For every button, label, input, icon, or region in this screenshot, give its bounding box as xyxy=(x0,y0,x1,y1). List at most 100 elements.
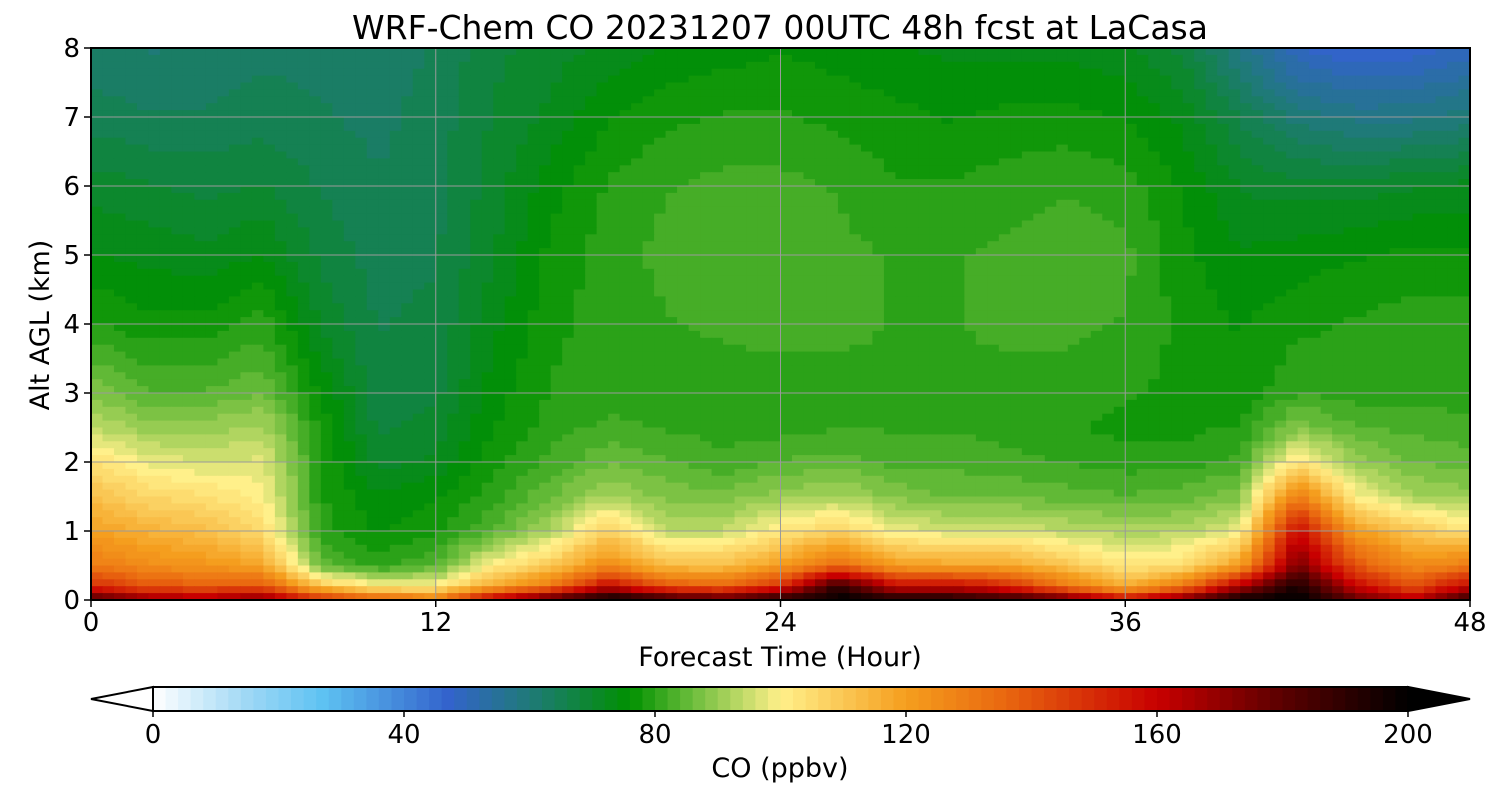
field-cell xyxy=(550,282,563,291)
field-cell xyxy=(1274,220,1287,228)
field-cell xyxy=(355,248,368,256)
field-cell xyxy=(1458,186,1471,194)
field-cell xyxy=(113,220,127,228)
field-cell xyxy=(895,68,908,77)
field-cell xyxy=(1458,48,1471,56)
field-cell xyxy=(1044,303,1057,311)
field-cell xyxy=(527,61,540,70)
field-cell xyxy=(1458,213,1471,222)
field-cell xyxy=(355,165,368,173)
field-cell xyxy=(401,158,414,166)
field-cell xyxy=(125,54,138,63)
field-cell xyxy=(1159,82,1172,90)
field-cell xyxy=(470,123,483,132)
field-cell xyxy=(1343,303,1356,311)
field-cell xyxy=(849,317,862,325)
field-cell xyxy=(1412,241,1425,249)
field-cell xyxy=(435,227,448,235)
field-cell xyxy=(240,68,253,77)
field-cell xyxy=(102,282,115,291)
field-cell xyxy=(1067,199,1080,208)
field-cell xyxy=(1309,82,1322,90)
field-cell xyxy=(1228,110,1241,118)
field-cell xyxy=(1194,275,1207,284)
field-cell xyxy=(148,241,161,249)
field-cell xyxy=(608,144,621,153)
field-cell xyxy=(217,213,230,222)
field-cell xyxy=(1447,234,1460,242)
field-cell xyxy=(1320,110,1333,118)
field-cell xyxy=(573,82,586,90)
field-cell xyxy=(516,220,529,228)
field-cell xyxy=(297,61,310,70)
field-cell xyxy=(355,137,368,146)
field-cell xyxy=(274,268,287,277)
field-cell xyxy=(654,123,667,132)
field-cell xyxy=(1240,324,1253,332)
field-cell xyxy=(493,268,506,277)
field-cell xyxy=(872,206,885,215)
field-cell xyxy=(263,255,276,263)
field-cell xyxy=(1228,310,1241,318)
field-cell xyxy=(1113,213,1126,222)
field-cell xyxy=(355,179,368,187)
field-cell xyxy=(286,137,299,146)
field-cell xyxy=(723,241,736,249)
field-cell xyxy=(470,96,483,104)
field-cell xyxy=(1424,192,1437,201)
field-cell xyxy=(228,186,241,194)
field-cell xyxy=(297,96,310,104)
field-cell xyxy=(412,275,425,284)
field-cell xyxy=(493,213,506,222)
field-cell xyxy=(1435,192,1448,201)
field-cell xyxy=(1090,234,1103,242)
field-cell xyxy=(1171,275,1184,284)
field-cell xyxy=(447,130,460,139)
field-cell xyxy=(1240,310,1253,318)
field-cell xyxy=(631,324,644,332)
field-cell xyxy=(493,303,506,311)
field-cell xyxy=(159,75,173,84)
field-cell xyxy=(504,296,517,304)
field-cell xyxy=(975,68,988,77)
field-cell xyxy=(1378,241,1391,249)
field-cell xyxy=(1355,123,1368,132)
field-cell xyxy=(274,48,287,56)
field-cell xyxy=(631,220,644,228)
field-cell xyxy=(274,186,287,194)
field-cell xyxy=(1171,186,1184,194)
field-cell xyxy=(562,82,575,90)
field-cell xyxy=(1090,130,1103,139)
field-cell xyxy=(263,48,276,56)
field-cell xyxy=(182,268,196,277)
field-cell xyxy=(1044,275,1057,284)
field-cell xyxy=(780,289,793,297)
field-cell xyxy=(1412,137,1425,146)
field-cell xyxy=(401,234,414,242)
field-cell xyxy=(435,103,448,111)
field-cell xyxy=(803,296,816,304)
field-cell xyxy=(883,103,897,111)
field-cell xyxy=(378,303,391,311)
field-cell xyxy=(1343,268,1356,277)
field-cell xyxy=(837,137,851,146)
field-cell xyxy=(1378,54,1391,63)
field-cell xyxy=(1090,158,1103,166)
field-cell xyxy=(1113,303,1126,311)
field-cell xyxy=(366,61,379,70)
field-cell xyxy=(297,206,310,215)
field-cell xyxy=(1171,117,1184,125)
field-cell xyxy=(504,199,517,208)
field-cell xyxy=(343,165,356,173)
field-cell xyxy=(665,192,678,201)
field-cell xyxy=(1102,282,1115,291)
field-cell xyxy=(217,179,230,187)
field-cell xyxy=(1021,255,1034,263)
field-cell xyxy=(918,123,931,132)
field-cell xyxy=(1113,96,1126,104)
field-cell xyxy=(1182,151,1195,159)
field-cell xyxy=(274,172,287,180)
field-cell xyxy=(723,296,736,304)
field-cell xyxy=(872,213,885,222)
field-cell xyxy=(964,158,977,166)
